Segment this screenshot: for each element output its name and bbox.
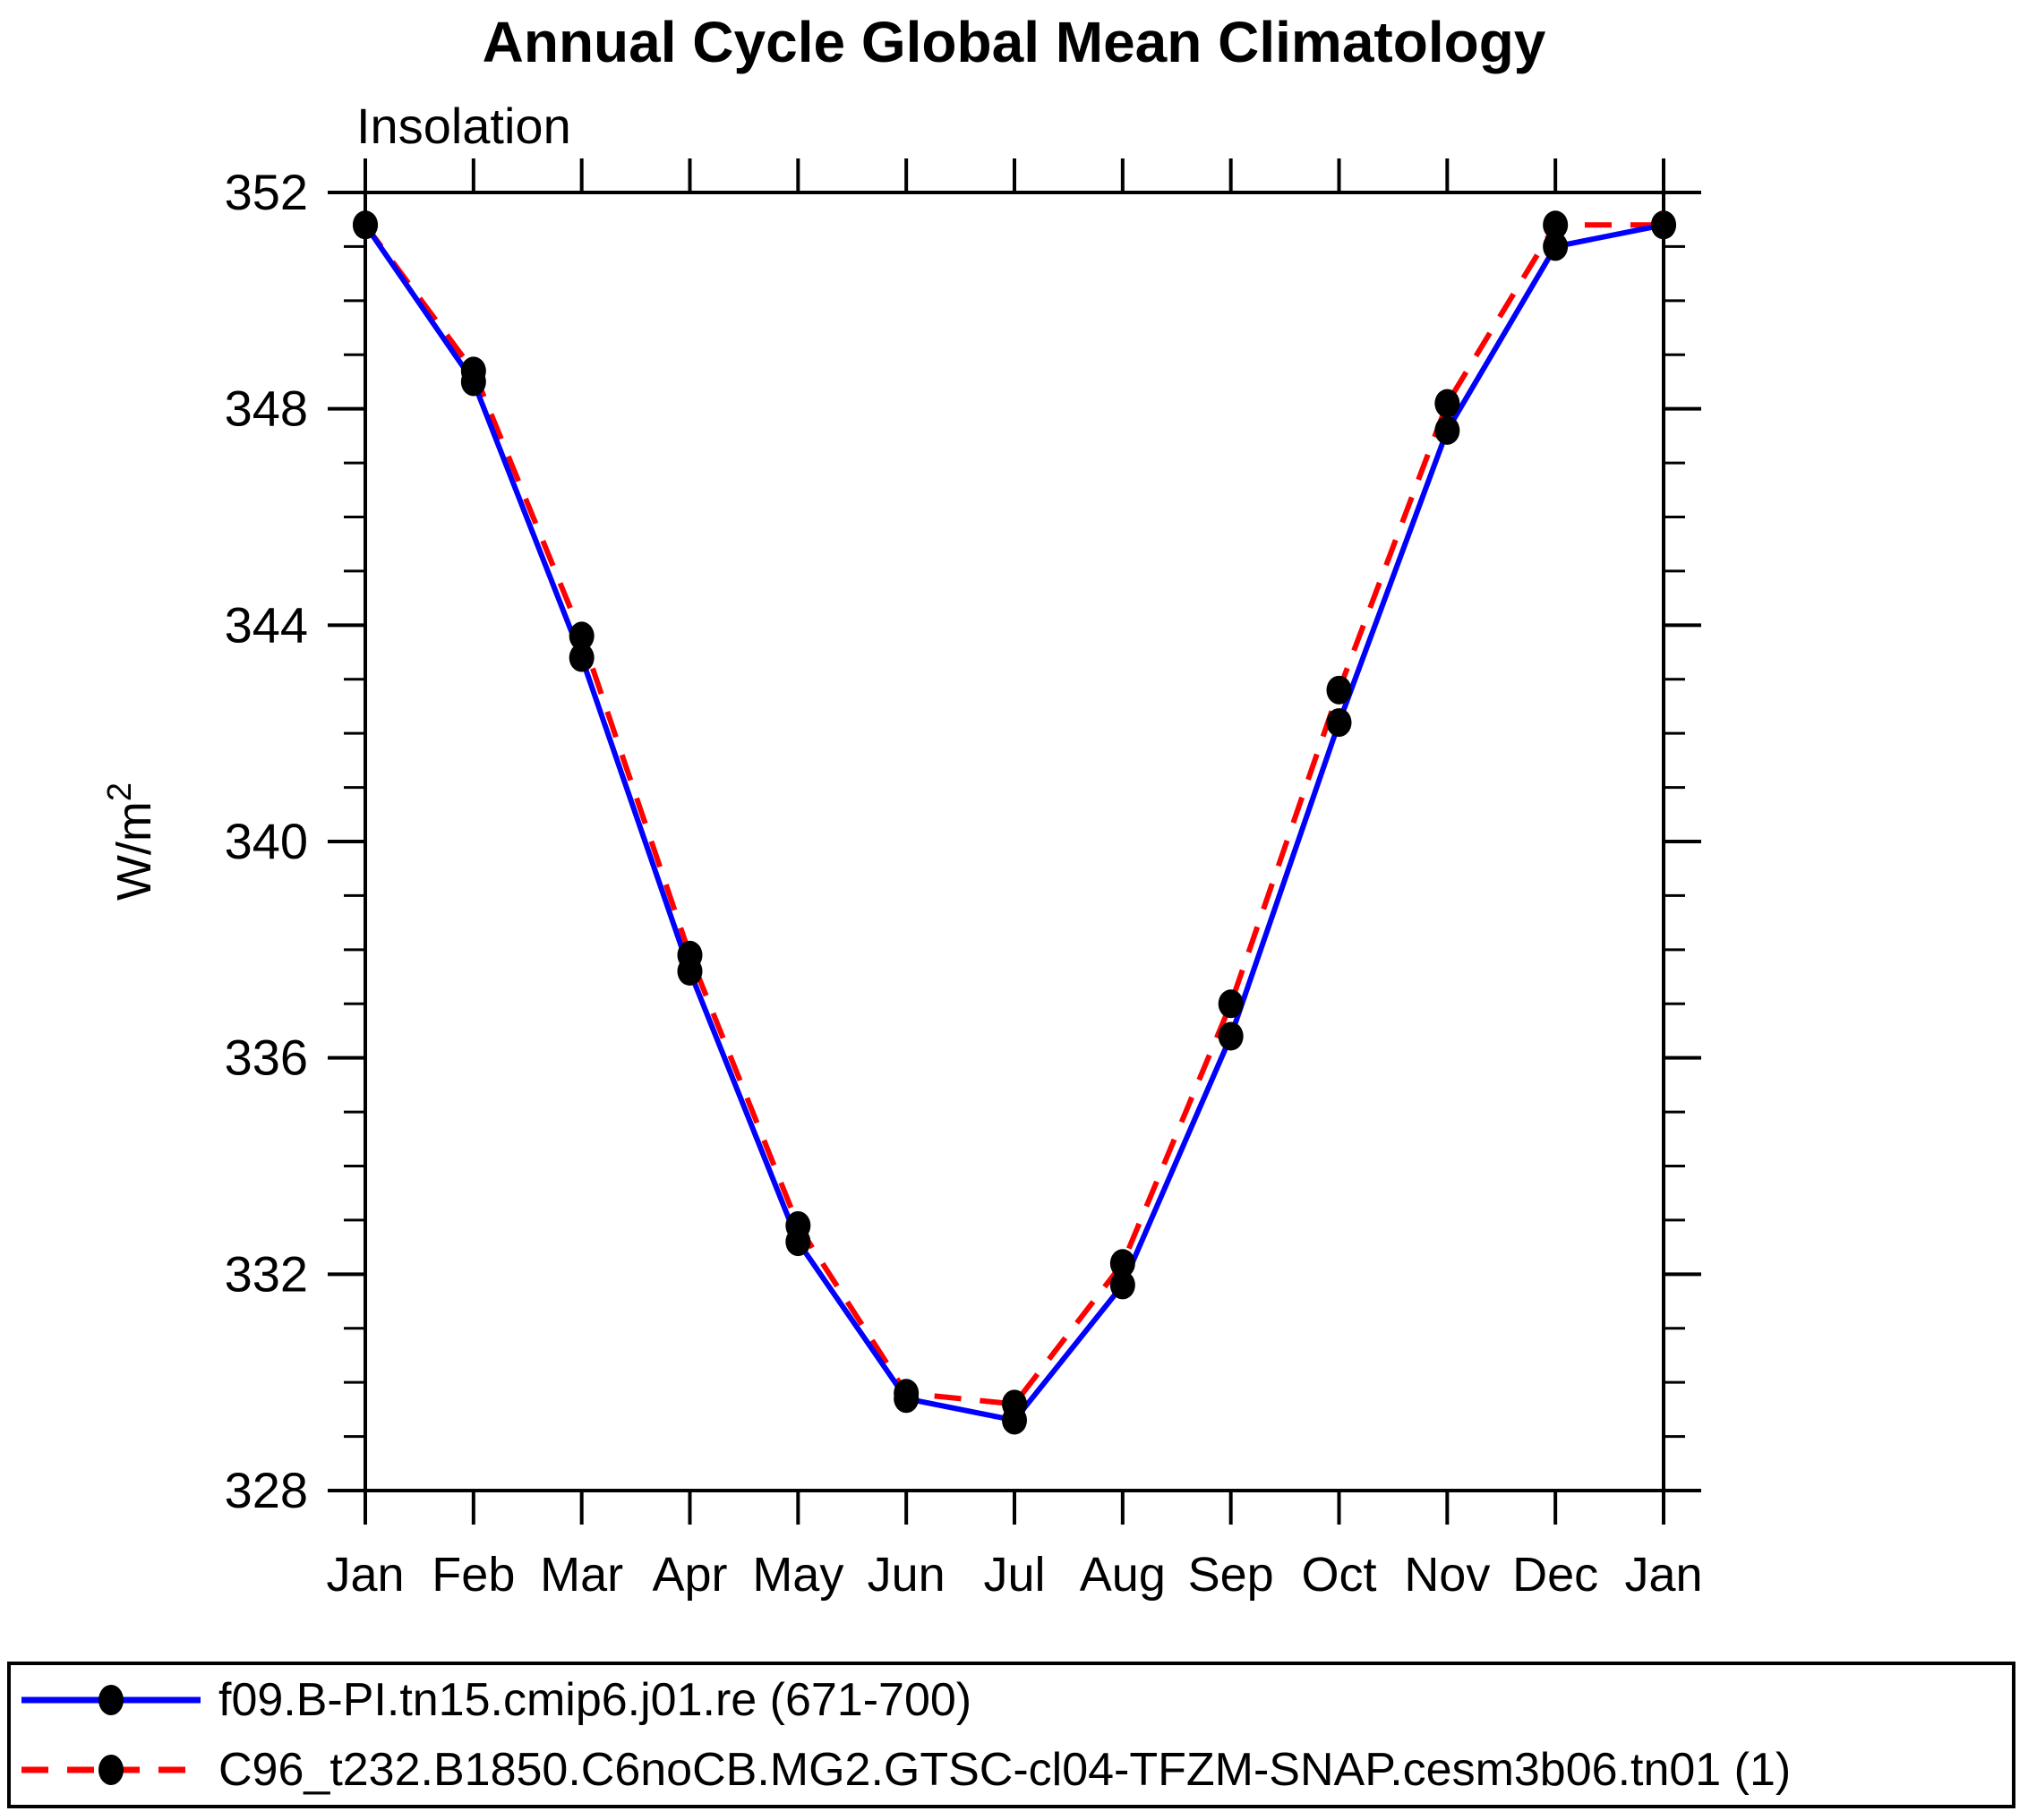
legend-dashed-line-marker-icon — [21, 1755, 201, 1785]
x-tick-label: Jan — [326, 1548, 404, 1602]
series-line-dashed — [363, 222, 1664, 1407]
data-point-marker — [1326, 708, 1352, 738]
data-point-marker — [569, 643, 595, 672]
y-tick-label: 328 — [225, 1462, 308, 1518]
x-tick-label: May — [752, 1548, 843, 1602]
x-tick-label: Apr — [652, 1548, 727, 1602]
legend-item-series-2: C96_t232.B1850.C6noCB.MG2.GTSC-cl04-TFZM… — [11, 1735, 2012, 1805]
data-point-marker — [677, 957, 703, 986]
data-point-marker — [1543, 232, 1569, 261]
y-tick-label: 344 — [225, 596, 308, 653]
legend-label-series-2: C96_t232.B1850.C6noCB.MG2.GTSC-cl04-TFZM… — [218, 1744, 1792, 1796]
legend-item-series-1: f09.B-PI.tn15.cmip6.j01.re (671-700) — [11, 1665, 2012, 1735]
y-tick-label: 352 — [225, 164, 308, 220]
data-point-marker — [1218, 989, 1244, 1019]
data-point-marker — [1434, 415, 1460, 445]
data-point-marker — [1109, 1249, 1135, 1278]
data-point-marker — [785, 1227, 811, 1257]
x-tick-label: Jul — [983, 1548, 1045, 1602]
data-point-marker — [1002, 1406, 1027, 1435]
y-tick-label: 348 — [225, 380, 308, 437]
x-tick-label: Mar — [540, 1548, 623, 1602]
data-point-marker — [1651, 210, 1676, 240]
x-tick-label: Dec — [1512, 1548, 1598, 1602]
data-point-marker — [1109, 1270, 1135, 1300]
x-tick-label: Nov — [1404, 1548, 1490, 1602]
x-tick-label: Aug — [1080, 1548, 1166, 1602]
data-point-marker — [894, 1384, 920, 1414]
data-point-marker — [1218, 1021, 1244, 1051]
data-point-marker — [569, 621, 595, 651]
chart-subtitle: Insolation — [356, 98, 571, 154]
x-tick-label: Jan — [1624, 1548, 1702, 1602]
data-point-marker — [1543, 210, 1569, 240]
series-line-solid — [363, 222, 1664, 1423]
y-tick-label: 340 — [225, 813, 308, 869]
data-point-marker — [1326, 675, 1352, 705]
x-tick-label: Jun — [868, 1548, 946, 1602]
y-tick-label: 332 — [225, 1245, 308, 1302]
plot-area: Jan Feb Mar Apr May Jun Jul Aug Sep Oct Nov Dec Jan 3… — [101, 158, 1703, 1602]
y-tick-label: 336 — [225, 1030, 308, 1086]
plot-frame — [364, 191, 1665, 1492]
x-tick-label: Sep — [1188, 1548, 1274, 1602]
legend-label-series-1: f09.B-PI.tn15.cmip6.j01.re (671-700) — [218, 1674, 972, 1726]
x-tick-label: Feb — [432, 1548, 515, 1602]
chart-title: Annual Cycle Global Mean Climatology — [482, 10, 1546, 74]
y-axis-title: W/m2 — [101, 782, 161, 901]
data-point-marker — [460, 367, 486, 397]
data-point-marker — [353, 210, 378, 240]
data-point-marker — [1434, 389, 1460, 418]
legend: f09.B-PI.tn15.cmip6.j01.re (671-700) C96… — [7, 1662, 2015, 1808]
legend-solid-line-marker-icon — [21, 1685, 201, 1715]
x-tick-label: Oct — [1301, 1548, 1376, 1602]
